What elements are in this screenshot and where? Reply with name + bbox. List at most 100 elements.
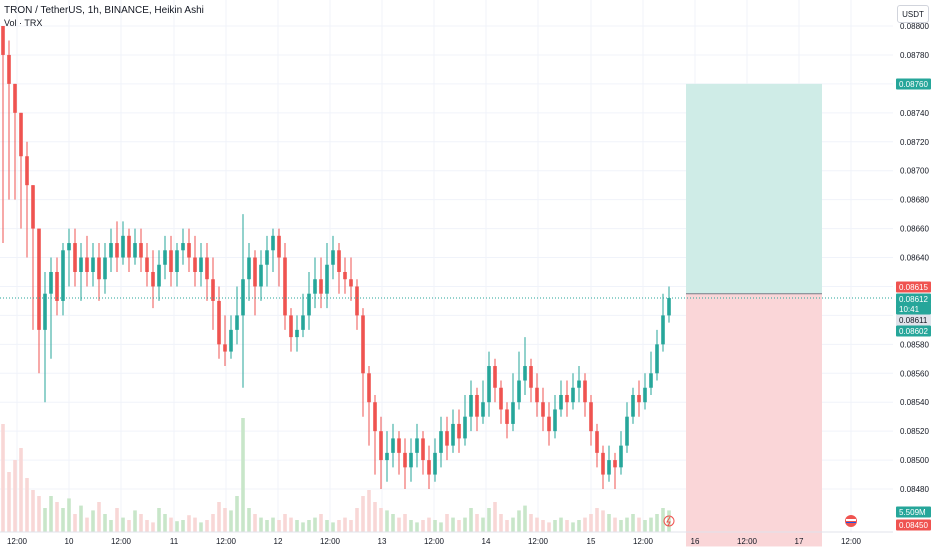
- candle-body: [157, 264, 161, 287]
- x-tick-label: 12:00: [633, 537, 654, 546]
- x-tick-label: 12:00: [7, 537, 28, 546]
- candle-body: [535, 387, 539, 403]
- x-tick-label: 12: [274, 537, 283, 546]
- volume-bar: [115, 508, 119, 532]
- volume-bar: [283, 514, 287, 532]
- y-tick-label: 0.08800: [900, 22, 929, 31]
- candle-body: [391, 438, 395, 453]
- volume-bar: [655, 514, 659, 532]
- volume-bar: [277, 520, 281, 532]
- volume-bar: [97, 502, 101, 532]
- volume-bar: [199, 522, 203, 532]
- candle-body: [457, 423, 461, 439]
- candle-body: [37, 228, 41, 330]
- x-axis[interactable]: 12:00 10 12:00 11 12:00 12 12:00 13 12:00 14 12:00…: [0, 531, 893, 546]
- y-tick-label: 0.08700: [900, 167, 929, 176]
- x-tick-label: 10: [65, 537, 74, 546]
- candle-body: [445, 431, 449, 446]
- y-axis[interactable]: 0.088000.087800.087600.087400.087200.087…: [893, 0, 932, 550]
- profit-zone: [686, 83, 822, 294]
- price-label-bg: [896, 506, 931, 518]
- candle-body: [193, 257, 197, 272]
- candle-body: [649, 373, 653, 388]
- candle-body: [553, 409, 557, 432]
- y-tick-label: 0.08480: [900, 485, 929, 494]
- candle-body: [667, 298, 671, 316]
- lightning-icon: [666, 516, 671, 527]
- candle-body: [349, 279, 353, 287]
- x-tick-label: 12:00: [111, 537, 132, 546]
- volume-bar: [265, 520, 269, 532]
- volume-bar: [409, 520, 413, 532]
- candle-body: [169, 250, 173, 272]
- candle-body: [97, 257, 101, 280]
- volume-bar: [631, 514, 635, 532]
- candle-body: [307, 293, 311, 316]
- candle-body: [373, 402, 377, 432]
- candle-body: [163, 250, 167, 265]
- candle-body: [505, 409, 509, 424]
- volume-bar: [31, 490, 35, 532]
- currency-button[interactable]: USDT: [897, 5, 929, 23]
- volume-bar: [379, 508, 383, 532]
- candle-body: [613, 460, 617, 468]
- y-axis-bg: [893, 0, 932, 550]
- volume-bar: [169, 517, 173, 532]
- volume-bar: [295, 520, 299, 532]
- long-position-zones[interactable]: [686, 83, 822, 547]
- volume-bar: [475, 514, 479, 532]
- candle-body: [229, 329, 233, 352]
- volume-bar: [601, 510, 605, 532]
- candle-body: [217, 300, 221, 345]
- candle-body: [379, 431, 383, 461]
- candle-body: [655, 344, 659, 374]
- candle-body: [139, 243, 143, 258]
- volume-bar: [511, 517, 515, 532]
- candle-body: [661, 315, 665, 345]
- candle-body: [49, 271, 53, 294]
- price-label: 0.08760: [899, 80, 928, 89]
- y-tick-label: 0.08520: [900, 427, 929, 436]
- volume-bar: [499, 514, 503, 532]
- y-tick-label: 0.08780: [900, 51, 929, 60]
- volume-bar: [421, 520, 425, 532]
- volume-bar: [625, 517, 629, 532]
- price-label-bg: [896, 293, 931, 305]
- volume-bar: [61, 508, 65, 532]
- candle-body: [541, 402, 545, 417]
- volume-bar: [361, 496, 365, 532]
- x-tick-label: 12:00: [424, 537, 445, 546]
- y-tick-label: 0.08560: [900, 369, 929, 378]
- volume-bar: [517, 510, 521, 532]
- volume-bar: [553, 520, 557, 532]
- volume-bar: [349, 520, 353, 532]
- chart-icons[interactable]: [663, 515, 857, 527]
- candle-body: [367, 373, 371, 403]
- candle-body: [289, 315, 293, 338]
- volume-bar: [433, 520, 437, 532]
- volume-bar: [643, 520, 647, 532]
- volume-bars: [1, 418, 671, 532]
- candle-body: [1, 26, 5, 55]
- candle-body: [73, 243, 77, 272]
- volume-bar: [43, 508, 47, 532]
- candle-body: [55, 271, 59, 301]
- volume-bar: [373, 502, 377, 532]
- candle-body: [115, 243, 119, 258]
- volume-bar: [667, 510, 671, 532]
- candle-body: [283, 257, 287, 316]
- volume-bar: [571, 522, 575, 532]
- volume-bar: [529, 514, 533, 532]
- x-tick-label: 12:00: [528, 537, 549, 546]
- volume-bar: [259, 517, 263, 532]
- candle-body: [337, 250, 341, 272]
- volume-bar: [391, 514, 395, 532]
- volume-bar: [301, 522, 305, 532]
- candle-body: [517, 380, 521, 403]
- volume-bar: [481, 517, 485, 532]
- flag-icon: [846, 522, 856, 523]
- candle-body: [451, 423, 455, 446]
- volume-bar: [607, 514, 611, 532]
- price-label-bg: [896, 325, 931, 337]
